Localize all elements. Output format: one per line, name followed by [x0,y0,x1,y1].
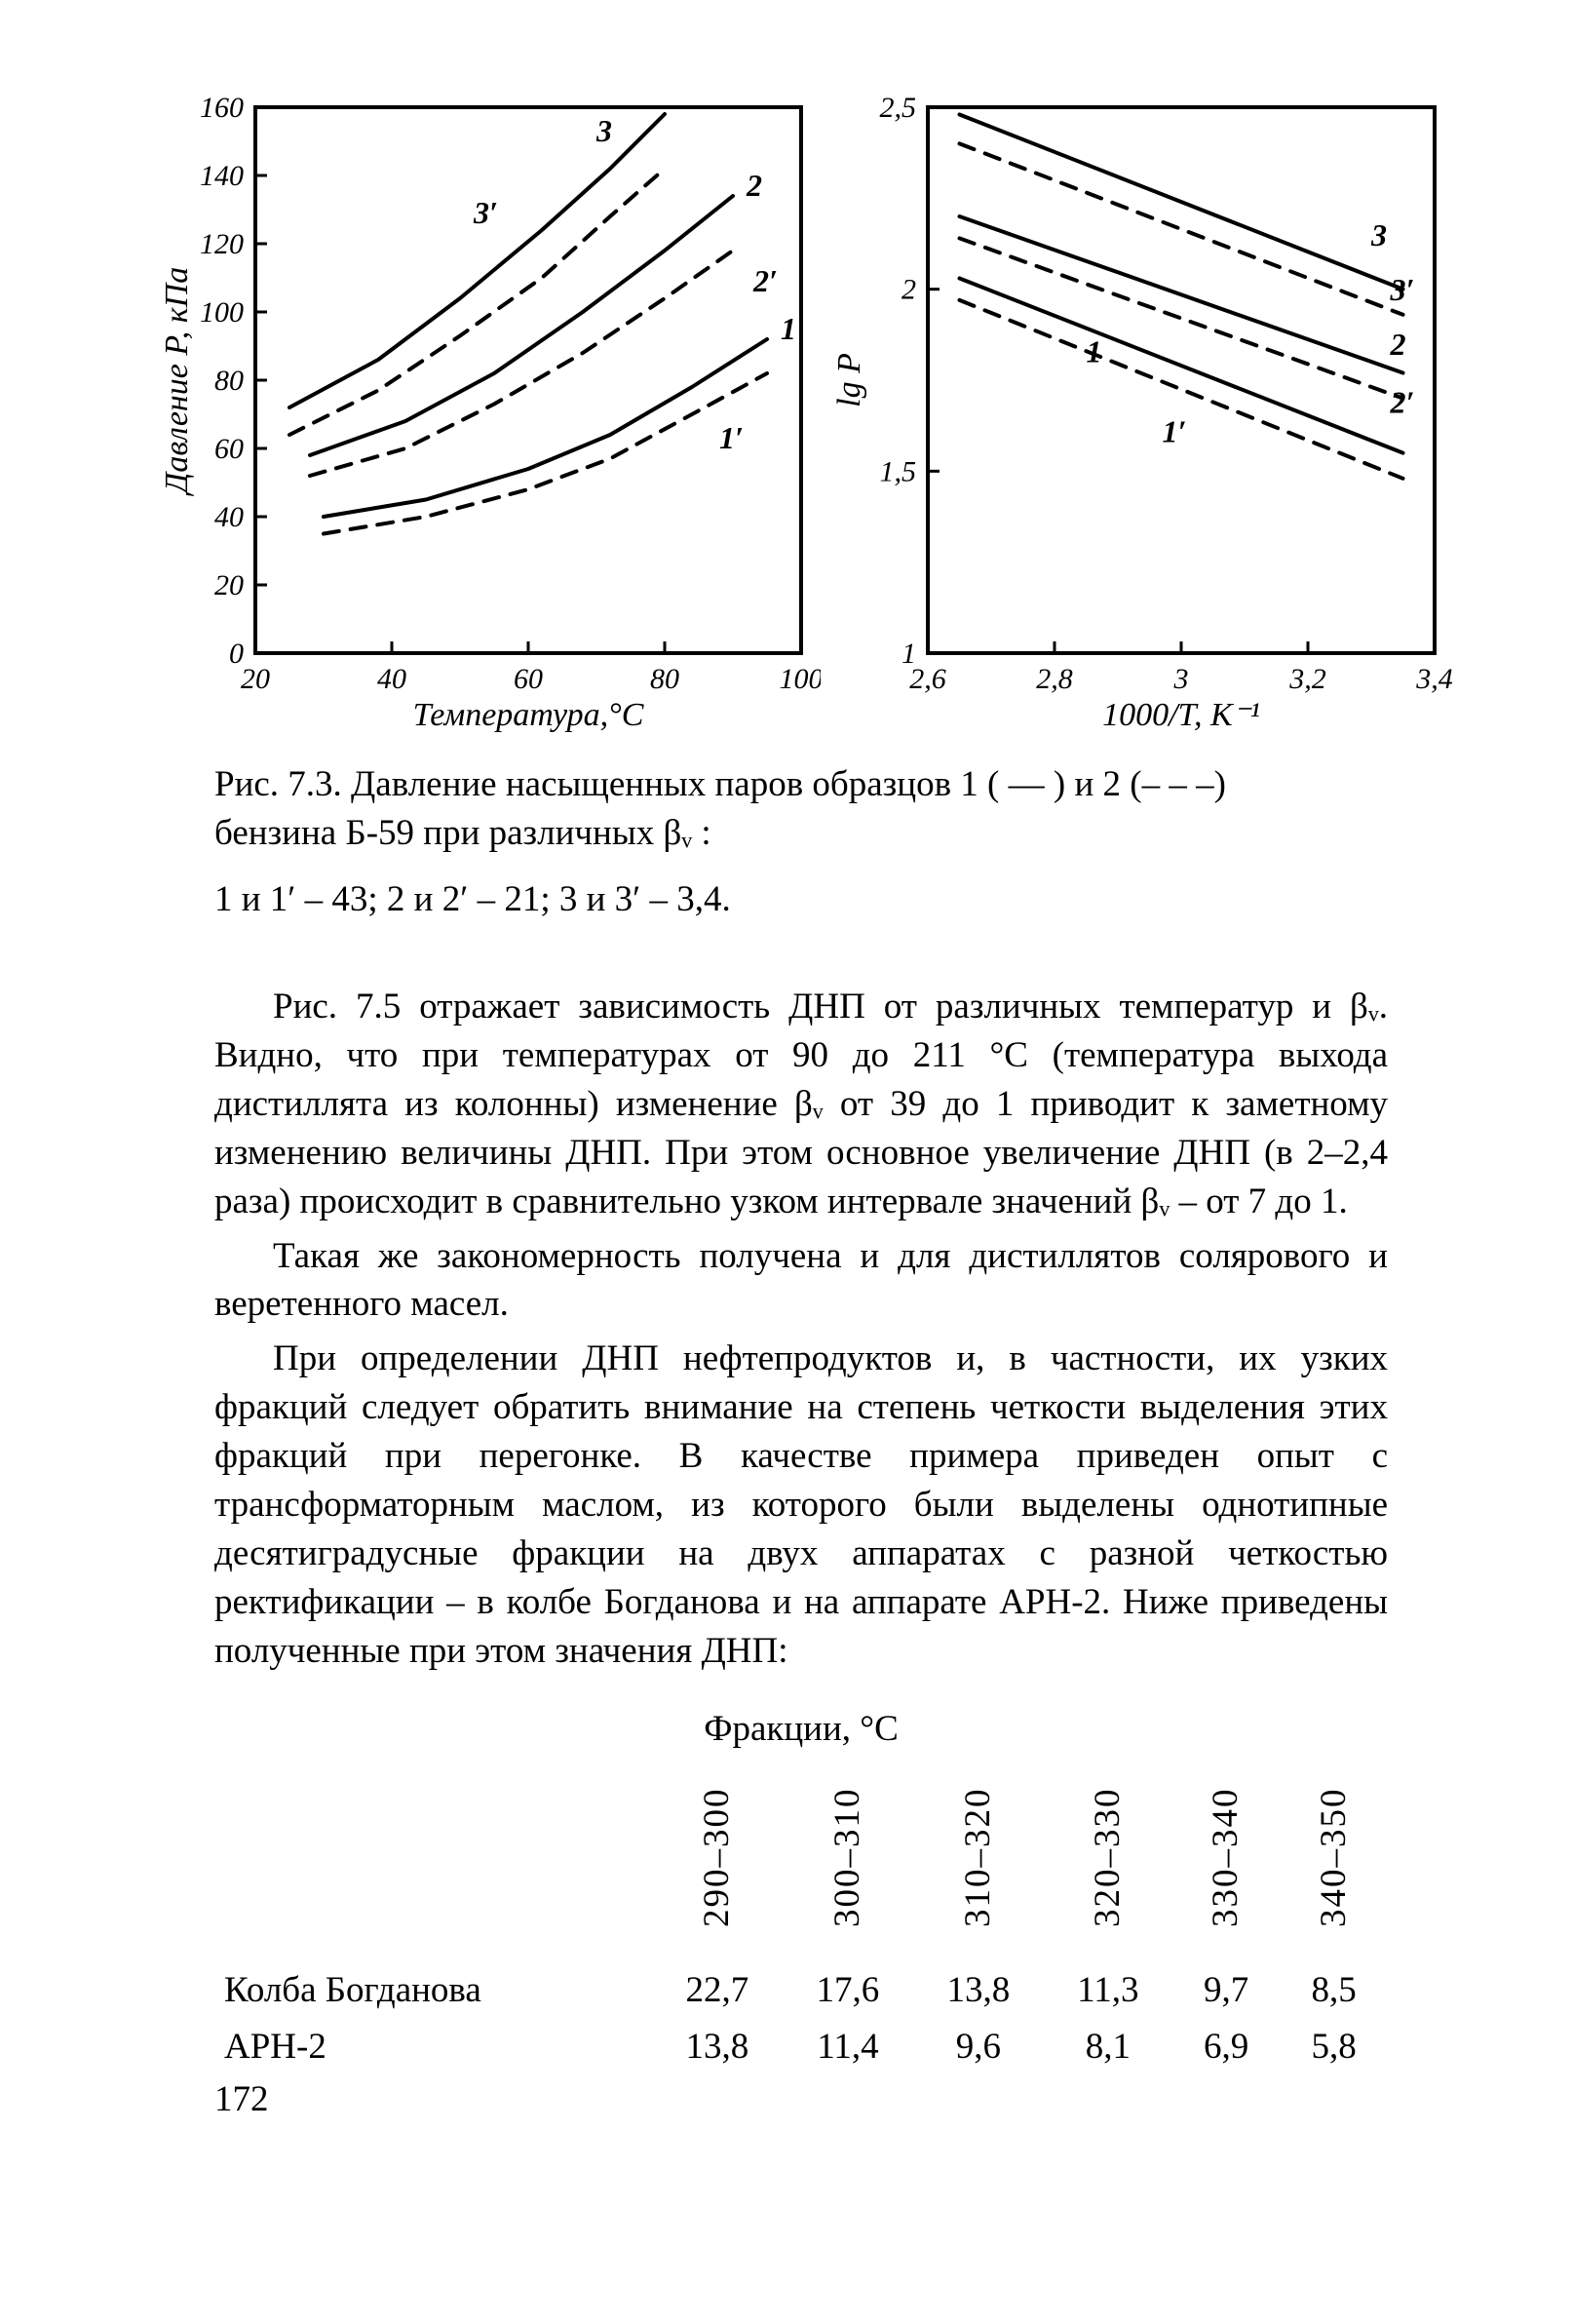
table-column-header: 320–330 [1044,1765,1172,1962]
svg-text:3′: 3′ [1390,272,1415,307]
svg-text:2′: 2′ [1390,385,1415,420]
svg-text:1: 1 [1087,333,1102,368]
svg-text:20: 20 [241,663,270,695]
figure-caption: Рис. 7.3. Давление насыщенных паров обра… [214,760,1388,924]
svg-text:1′: 1′ [1163,413,1187,448]
table-cell: 6,9 [1172,2019,1281,2075]
chart-left-svg: 20406080100020406080100120140160Температ… [148,88,821,741]
svg-text:1′: 1′ [719,420,744,455]
table-cell: 8,1 [1044,2019,1172,2075]
table-cell: 22,7 [652,1962,783,2019]
svg-text:2′: 2′ [752,263,778,298]
svg-text:3: 3 [1370,217,1387,252]
svg-text:80: 80 [214,365,244,397]
table-cell: 13,8 [652,2019,783,2075]
svg-text:80: 80 [650,663,679,695]
table-row: АРН-213,811,49,68,16,95,8 [214,2019,1388,2075]
svg-text:1000/T, K⁻¹: 1000/T, K⁻¹ [1102,697,1260,733]
chart-left: 20406080100020406080100120140160Температ… [148,88,821,741]
table-column-header: 340–350 [1280,1765,1388,1962]
svg-text:60: 60 [514,663,543,695]
table-cell: 11,3 [1044,1962,1172,2019]
svg-text:100: 100 [780,663,822,695]
svg-text:Давление P, кПа: Давление P, кПа [159,267,195,496]
svg-text:2,8: 2,8 [1036,663,1073,695]
svg-text:2: 2 [1390,327,1406,362]
chart-right: 2,62,833,23,411,522,51000/T, K⁻¹lg P11′2… [830,88,1454,741]
caption-line-2: бензина Б-59 при различных βᵥ : [214,809,1388,858]
svg-text:160: 160 [200,92,244,124]
svg-text:60: 60 [214,433,244,465]
caption-line-3: 1 и 1′ – 43; 2 и 2′ – 21; 3 и 3′ – 3,4. [214,875,1388,924]
svg-text:3,4: 3,4 [1415,663,1453,695]
table-row: Колба Богданова22,717,613,811,39,78,5 [214,1962,1388,2019]
svg-text:100: 100 [200,296,244,329]
caption-line-1: Рис. 7.3. Давление насыщенных паров обра… [214,760,1388,809]
table-row-head: Колба Богданова [214,1962,652,2019]
svg-text:40: 40 [377,663,406,695]
table-row-head: АРН-2 [214,2019,652,2075]
svg-text:2: 2 [746,168,762,203]
paragraph-3: При определении ДНП нефтепродуктов и, в … [214,1335,1388,1676]
table-cell: 8,5 [1280,1962,1388,2019]
table-column-header: 300–310 [783,1765,913,1962]
svg-text:20: 20 [214,569,244,601]
table-title: Фракции, °C [214,1705,1388,1754]
table-column-header: 310–320 [913,1765,1044,1962]
svg-text:3: 3 [1173,663,1189,695]
table-column-header: 330–340 [1172,1765,1281,1962]
svg-text:140: 140 [200,160,244,192]
fractions-table: Фракции, °C 290–300300–310310–320320–330… [214,1705,1388,2075]
svg-text:40: 40 [214,501,244,533]
chart-right-svg: 2,62,833,23,411,522,51000/T, K⁻¹lg P11′2… [830,88,1454,741]
table-cell: 9,7 [1172,1962,1281,2019]
table-cell: 11,4 [783,2019,913,2075]
svg-text:3,2: 3,2 [1288,663,1326,695]
page-number: 172 [214,2075,1427,2124]
table-column-header: 290–300 [652,1765,783,1962]
paragraph-1: Рис. 7.5 отражает зависимость ДНП от раз… [214,983,1388,1226]
svg-text:2: 2 [902,274,916,306]
svg-text:1: 1 [781,311,796,346]
table-cell: 17,6 [783,1962,913,2019]
table-cell: 13,8 [913,1962,1044,2019]
paragraph-2: Такая же закономерность получена и для д… [214,1232,1388,1330]
body-text: Рис. 7.5 отражает зависимость ДНП от раз… [214,983,1388,1676]
svg-text:0: 0 [229,638,244,670]
svg-text:120: 120 [200,228,244,260]
table-cell: 9,6 [913,2019,1044,2075]
svg-text:1,5: 1,5 [880,455,917,487]
svg-text:lg P: lg P [831,353,867,407]
svg-text:3: 3 [595,113,612,148]
svg-text:1: 1 [902,638,916,670]
svg-text:2,5: 2,5 [880,92,917,124]
svg-text:3′: 3′ [473,195,498,230]
table-cell: 5,8 [1280,2019,1388,2075]
svg-text:Температура,°C: Температура,°C [413,697,644,733]
